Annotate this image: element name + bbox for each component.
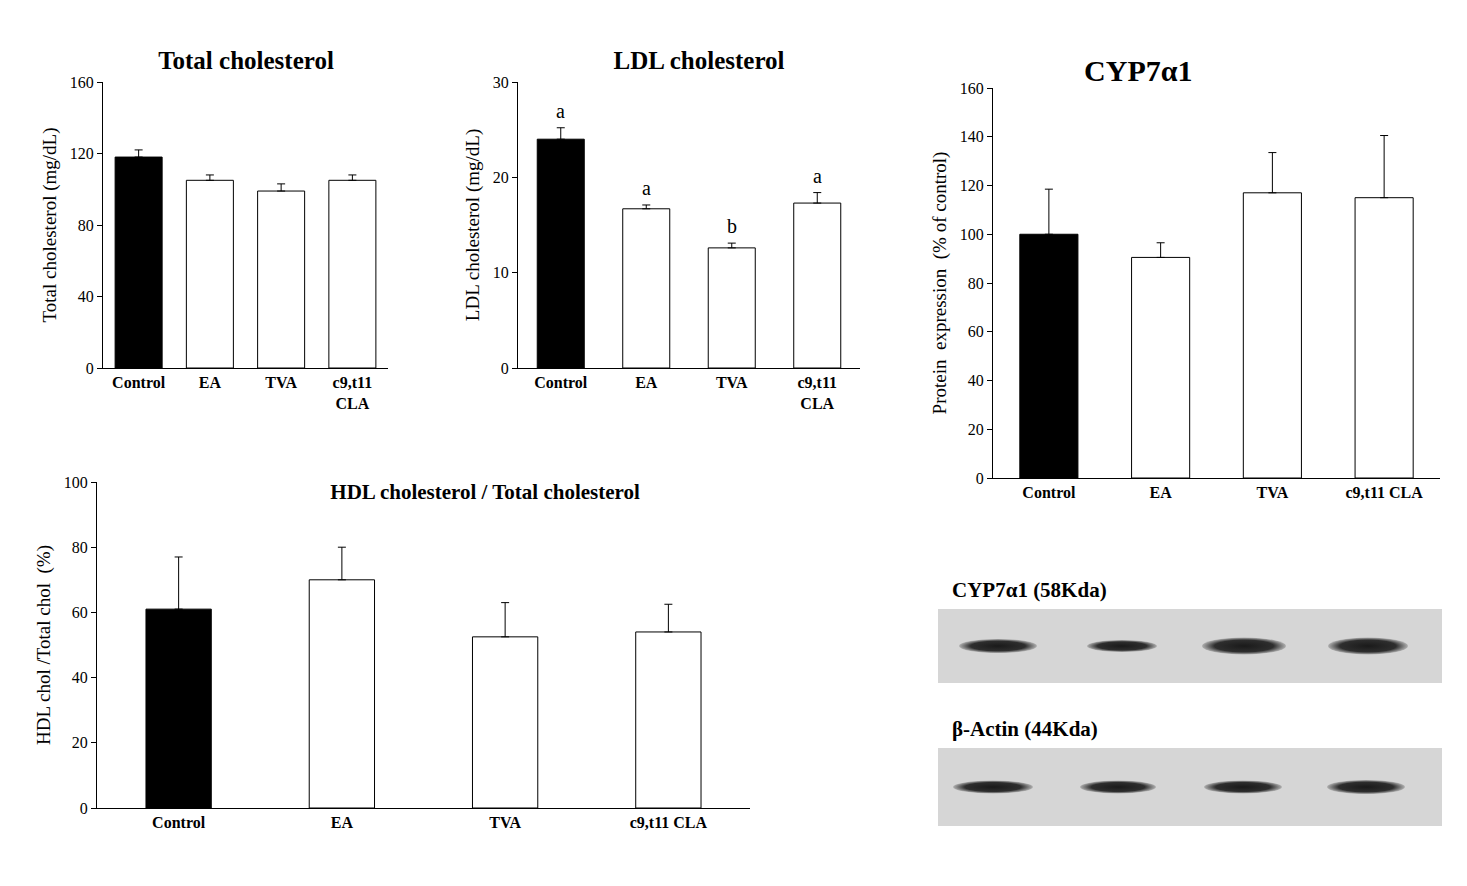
svg-text:40: 40 bbox=[968, 372, 984, 389]
svg-text:TVA: TVA bbox=[489, 814, 521, 831]
svg-text:c9,t11CLA: c9,t11CLA bbox=[797, 374, 837, 412]
svg-text:TVA: TVA bbox=[716, 374, 748, 391]
svg-text:10: 10 bbox=[493, 264, 509, 281]
svg-text:120: 120 bbox=[70, 145, 94, 162]
svg-text:100: 100 bbox=[960, 226, 984, 243]
svg-text:20: 20 bbox=[493, 169, 509, 186]
svg-text:EA: EA bbox=[199, 374, 222, 391]
svg-text:Control: Control bbox=[1022, 484, 1076, 501]
html-text:CYP7α1 (58Kda): CYP7α1 (58Kda) bbox=[952, 578, 1107, 602]
svg-text:80: 80 bbox=[78, 217, 94, 234]
svg-text:Total cholesterol (mg/dL): Total cholesterol (mg/dL) bbox=[39, 128, 61, 323]
svg-text:HDL chol /Total chol (%): HDL chol /Total chol (%) bbox=[33, 545, 55, 745]
svg-text:0: 0 bbox=[86, 360, 94, 377]
svg-text:100: 100 bbox=[64, 474, 88, 491]
svg-text:40: 40 bbox=[78, 288, 94, 305]
svg-text:160: 160 bbox=[960, 80, 984, 97]
svg-text:0: 0 bbox=[501, 360, 509, 377]
svg-text:80: 80 bbox=[72, 539, 88, 556]
svg-text:EA: EA bbox=[1150, 484, 1173, 501]
html-text:β-Actin (44Kda): β-Actin (44Kda) bbox=[952, 717, 1098, 741]
svg-text:b: b bbox=[727, 215, 737, 237]
svg-text:TVA: TVA bbox=[1257, 484, 1289, 501]
svg-text:60: 60 bbox=[968, 323, 984, 340]
svg-text:c9,t11 CLA: c9,t11 CLA bbox=[630, 814, 708, 831]
svg-text:40: 40 bbox=[72, 669, 88, 686]
svg-text:a: a bbox=[556, 100, 565, 122]
svg-text:60: 60 bbox=[72, 604, 88, 621]
svg-text:140: 140 bbox=[960, 128, 984, 145]
svg-text:Total cholesterol: Total cholesterol bbox=[158, 47, 334, 74]
svg-text:Control: Control bbox=[112, 374, 166, 391]
svg-text:CYP7α1: CYP7α1 bbox=[1084, 54, 1192, 87]
svg-text:HDL cholesterol / Total choles: HDL cholesterol / Total cholesterol bbox=[330, 480, 640, 504]
svg-text:Control: Control bbox=[534, 374, 588, 391]
svg-text:20: 20 bbox=[968, 421, 984, 438]
svg-text:EA: EA bbox=[635, 374, 658, 391]
svg-text:80: 80 bbox=[968, 275, 984, 292]
svg-text:LDL cholesterol: LDL cholesterol bbox=[613, 47, 784, 74]
svg-text:20: 20 bbox=[72, 734, 88, 751]
svg-text:a: a bbox=[813, 165, 822, 187]
svg-text:a: a bbox=[642, 177, 651, 199]
svg-text:c9,t11CLA: c9,t11CLA bbox=[333, 374, 373, 412]
svg-text:0: 0 bbox=[976, 470, 984, 487]
svg-text:120: 120 bbox=[960, 177, 984, 194]
svg-text:Protein expression (% of con: Protein expression (% of control) bbox=[929, 152, 951, 415]
svg-text:30: 30 bbox=[493, 74, 509, 91]
svg-text:LDL cholesterol (mg/dL): LDL cholesterol (mg/dL) bbox=[462, 129, 484, 321]
svg-text:160: 160 bbox=[70, 74, 94, 91]
svg-text:c9,t11 CLA: c9,t11 CLA bbox=[1345, 484, 1423, 501]
svg-text:EA: EA bbox=[331, 814, 354, 831]
svg-text:TVA: TVA bbox=[265, 374, 297, 391]
svg-text:Control: Control bbox=[152, 814, 206, 831]
svg-text:0: 0 bbox=[80, 800, 88, 817]
